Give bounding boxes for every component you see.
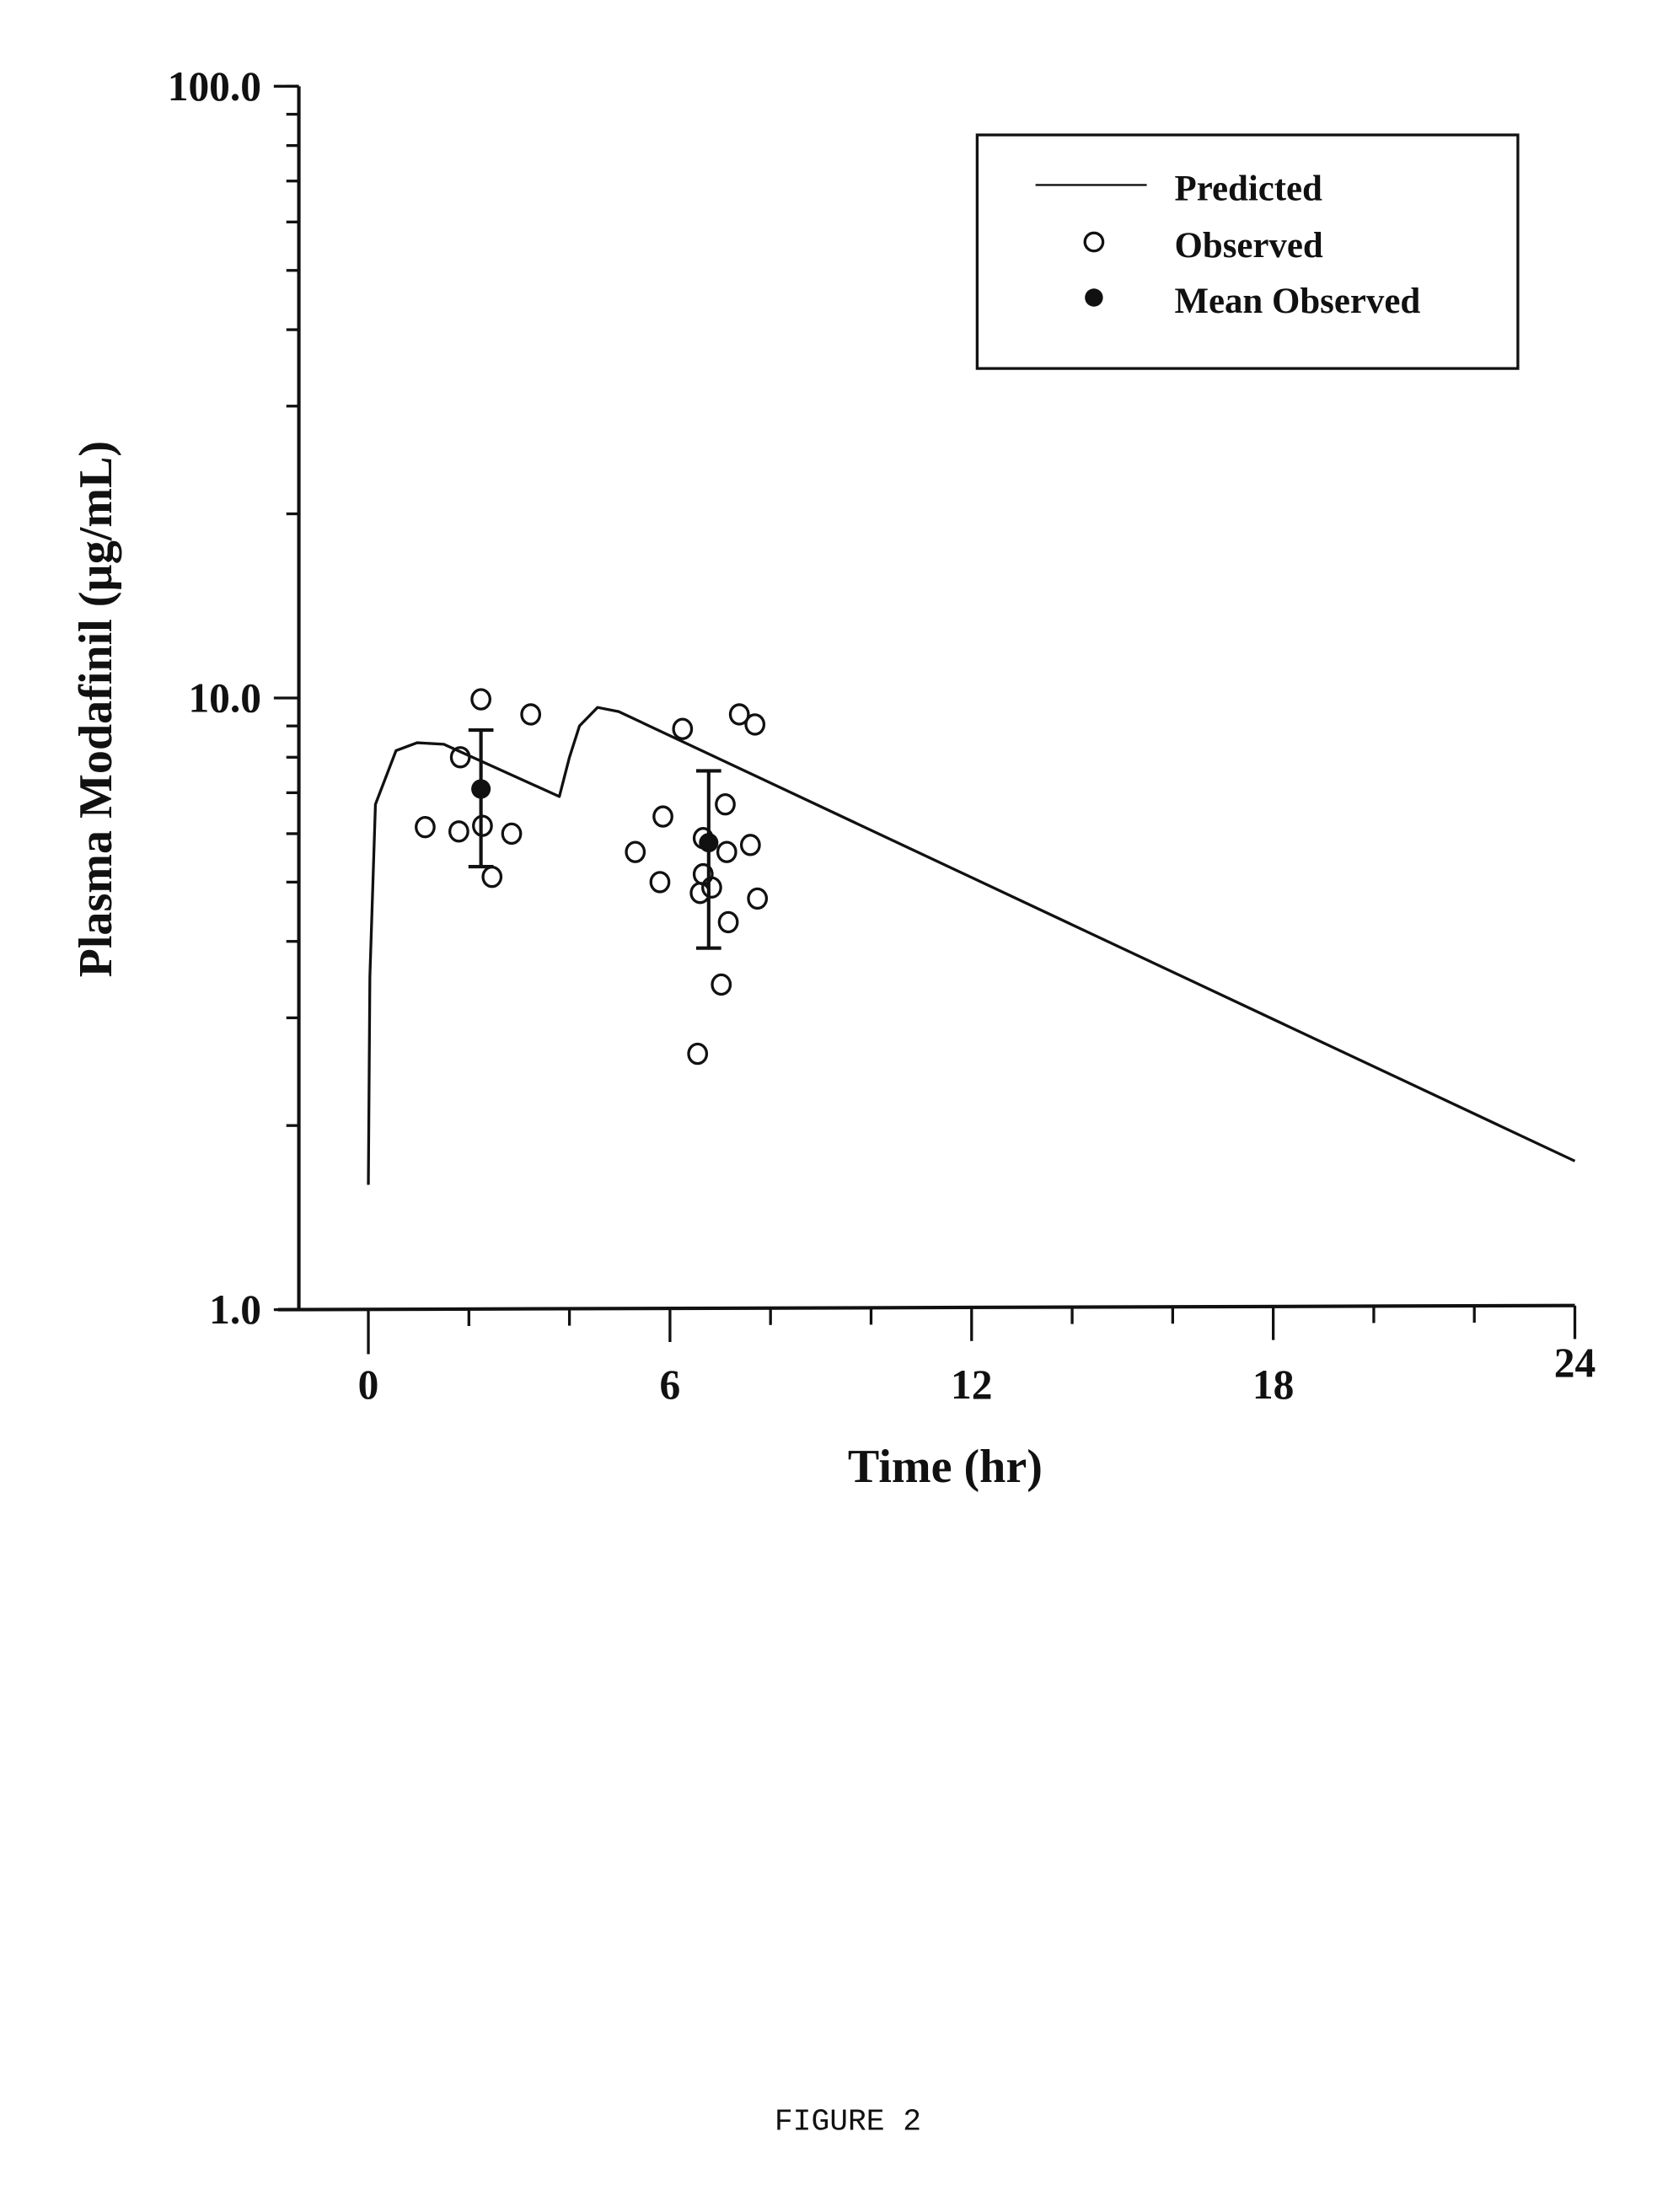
mean-observed-point — [699, 833, 718, 852]
observed-point — [483, 867, 501, 887]
axes: 1.0 10.0 100.0 0 6 12 18 24 — [168, 63, 1596, 1408]
mean-observed-point — [471, 779, 491, 798]
legend: Predicted Observed Mean Observed — [977, 135, 1518, 368]
legend-observed: Observed — [1175, 226, 1323, 266]
observed-point — [522, 705, 539, 724]
x-tick-label: 0 — [358, 1361, 379, 1408]
observed-point — [712, 974, 730, 994]
observed-point — [689, 1044, 706, 1064]
observed-point — [719, 912, 737, 932]
observed-point — [651, 872, 668, 892]
observed-point — [746, 715, 764, 734]
observed-point — [718, 842, 736, 862]
x-tick-label: 12 — [951, 1361, 992, 1408]
y-tick-label: 1.0 — [209, 1286, 261, 1333]
observed-point — [654, 807, 672, 826]
predicted-line — [368, 707, 1574, 1184]
figure-caption: FIGURE 2 — [775, 2105, 921, 2140]
x-axis-label: Time (hr) — [848, 1441, 1043, 1493]
pk-chart: 1.0 10.0 100.0 0 6 12 18 24 Plasma Modafinil (µ… — [0, 0, 1668, 2212]
observed-point — [472, 690, 490, 709]
observed-point — [450, 822, 468, 841]
legend-filled-circle — [1085, 288, 1102, 306]
observed-point — [716, 795, 734, 814]
observed-point — [748, 889, 766, 908]
observed-point — [691, 883, 709, 903]
legend-open-circle — [1085, 233, 1102, 250]
chart-marks — [368, 690, 1574, 1185]
x-tick-label: 18 — [1252, 1361, 1294, 1408]
observed-point — [703, 878, 721, 897]
observed-point — [673, 719, 691, 738]
legend-mean-observed: Mean Observed — [1175, 282, 1421, 321]
y-axis-label: Plasma Modafinil (µg/mL) — [70, 441, 122, 978]
y-tick-label: 10.0 — [188, 674, 261, 721]
observed-point — [416, 818, 434, 837]
observed-point — [502, 824, 520, 843]
x-tick-label: 24 — [1554, 1340, 1596, 1386]
x-axis-line — [278, 1306, 1575, 1310]
x-tick-label: 6 — [660, 1361, 681, 1408]
observed-point — [742, 835, 759, 855]
legend-predicted: Predicted — [1175, 169, 1323, 209]
y-tick-label: 100.0 — [168, 63, 261, 110]
observed-point — [626, 842, 644, 862]
